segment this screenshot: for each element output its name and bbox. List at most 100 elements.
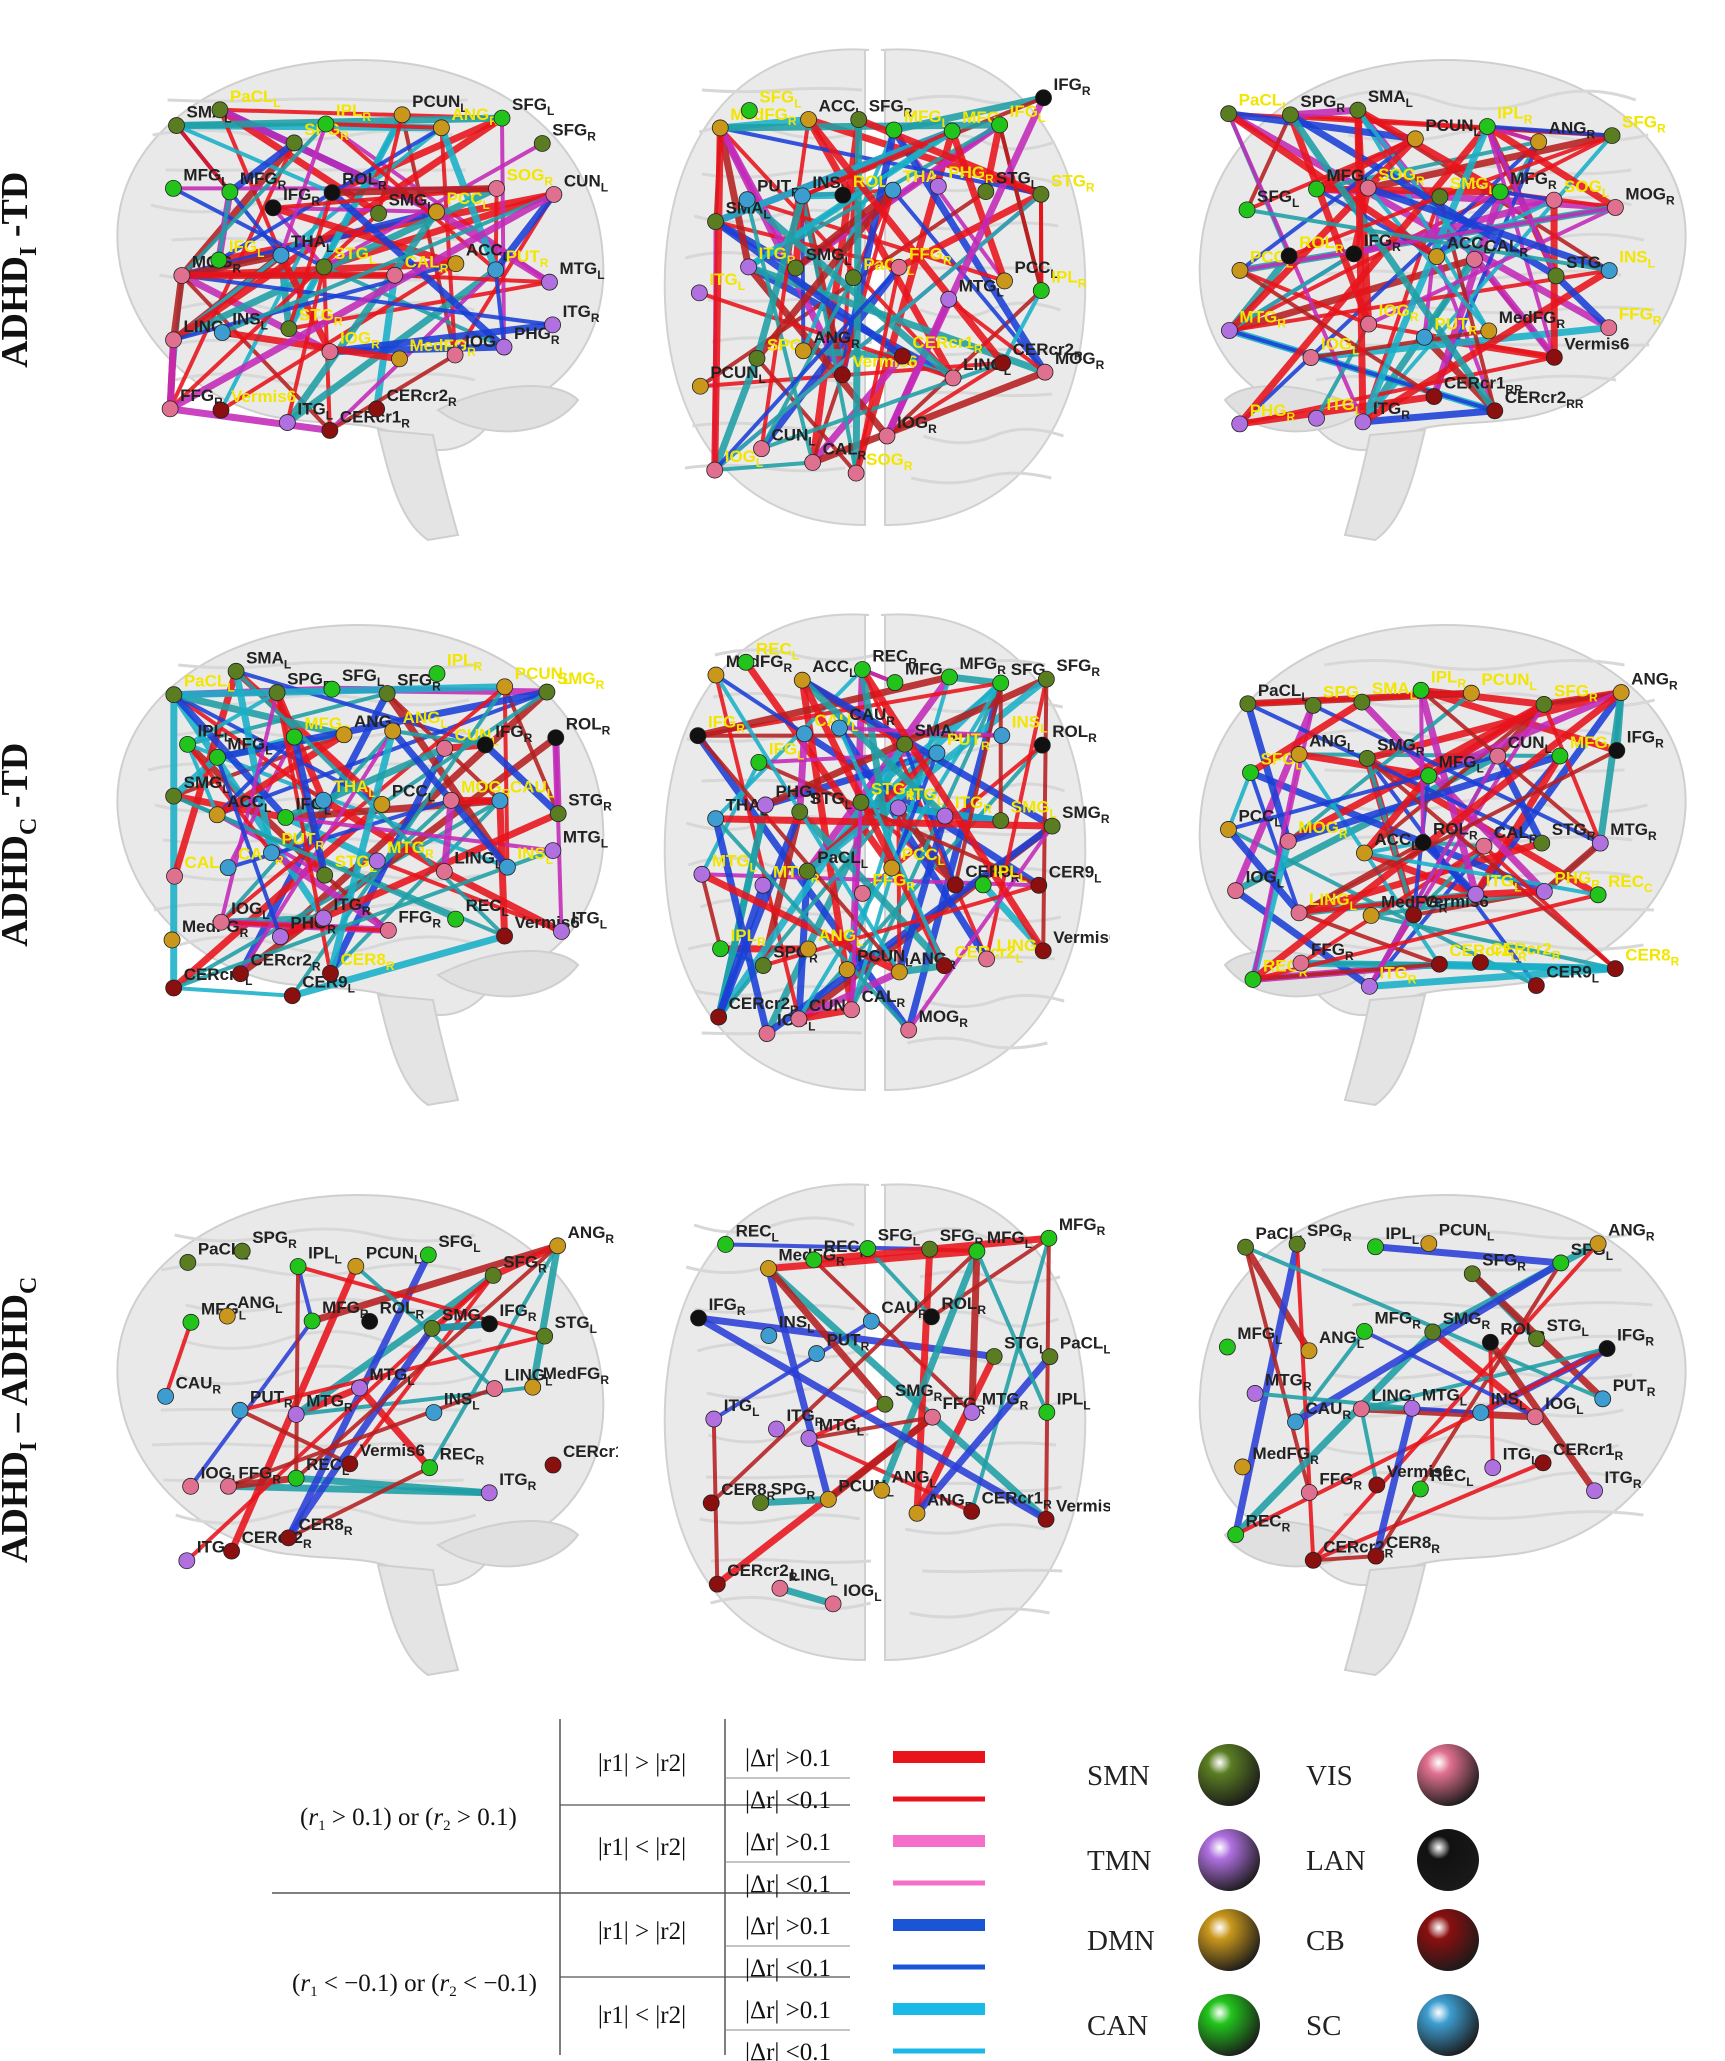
node-rolr — [834, 186, 852, 204]
node-sogr — [847, 464, 865, 482]
node-vermis6 — [1034, 942, 1052, 960]
node-pcunl — [820, 1490, 837, 1508]
region-label: STGR — [1051, 171, 1095, 194]
node-angr — [433, 119, 450, 137]
node-mtgr — [287, 1406, 305, 1423]
connection-edge — [906, 824, 1055, 1033]
region-label: STGL — [810, 789, 852, 812]
region-label: PaCLL — [817, 848, 868, 871]
node-spgr — [285, 134, 303, 152]
node-sogr — [1359, 179, 1377, 197]
region-label: INSL — [444, 1389, 480, 1412]
node-medfgr — [524, 1378, 542, 1396]
region-label: MTGR — [387, 838, 434, 861]
connection-edge — [172, 114, 506, 130]
node-pcunl — [1420, 1235, 1438, 1252]
region-label: SPGR — [1300, 92, 1345, 115]
node-mogr — [1036, 363, 1054, 381]
region-label: IFGR — [500, 1301, 537, 1324]
node-spgr — [752, 1494, 770, 1512]
node-ffgr — [161, 400, 179, 418]
connection-edge — [984, 677, 1049, 961]
node-smgr — [1043, 817, 1061, 835]
node-cercr1r — [963, 1502, 981, 1520]
region-label: SOGR — [507, 165, 554, 188]
region-label: SFGR — [552, 120, 596, 143]
region-label: CERcr2R — [387, 386, 457, 409]
connection-edge — [492, 190, 558, 274]
brain-panel-r1-v3: PaCLLSPGRSMALPCUNLIPLRANGRSFGRSFGLMFGLSO… — [1140, 20, 1725, 560]
node-itgr — [480, 1484, 498, 1502]
connection-edge — [219, 729, 395, 925]
connection-edge — [798, 676, 1056, 830]
node-iplr — [712, 940, 729, 958]
region-label: FFGR — [872, 870, 915, 893]
node-accl — [1356, 844, 1373, 862]
region-label: CAUR — [176, 1373, 222, 1396]
node-cer8r — [1606, 960, 1624, 978]
region-label: MTGL — [563, 828, 608, 851]
region-label: CERcr2L — [184, 965, 253, 988]
connection-edge — [219, 684, 507, 925]
node-ifgr — [1608, 742, 1626, 759]
connection-edge — [275, 690, 333, 976]
node-cercr1rr — [1425, 388, 1443, 405]
connection-edge — [776, 1584, 837, 1608]
node-ffgr — [380, 921, 397, 939]
legend-magnitude-label: |Δr| <0.1 — [745, 1955, 831, 1982]
connection-edge — [1533, 1346, 1610, 1419]
region-label: Vermis6 — [1387, 1462, 1452, 1481]
node-mogr — [173, 267, 191, 284]
connection-edge — [1360, 772, 1433, 857]
node-ifgr — [1035, 89, 1052, 107]
connection-edge — [695, 1314, 1050, 1523]
node-ifgr — [1598, 1340, 1616, 1357]
node-sfgl — [493, 109, 511, 127]
connection-edge — [883, 295, 953, 440]
connection-edges — [166, 106, 558, 434]
connection-edge — [1371, 1243, 1565, 1267]
connection-edge — [171, 985, 295, 998]
connection-edge — [1245, 701, 1544, 846]
node-recl — [287, 1469, 305, 1487]
region-label: SFGL — [438, 1232, 480, 1255]
region-label: IFGR — [1364, 231, 1401, 254]
region-label: STGR — [871, 779, 915, 802]
region-label: SFGL — [342, 666, 384, 689]
connection-edge — [1365, 756, 1618, 971]
region-label: ACCL — [1374, 830, 1418, 853]
region-label: IFGR — [283, 185, 320, 208]
connection-edge — [1044, 1236, 1051, 1522]
node-ipll — [1038, 1403, 1056, 1421]
node-caur — [219, 859, 237, 877]
node-recr — [853, 661, 871, 678]
legend-network-vis-sphere — [1417, 1744, 1479, 1806]
region-label: SFGR — [869, 97, 913, 120]
region-label: PUTR — [250, 1387, 293, 1410]
connection-edge — [427, 1243, 560, 1470]
region-label: PCUNL — [366, 1243, 422, 1266]
connection-edge — [712, 265, 901, 473]
connection-edge — [712, 192, 1043, 473]
connection-edge — [234, 669, 488, 747]
node-ifgr — [1345, 245, 1363, 263]
node-stgl — [536, 1327, 554, 1345]
node-sfgl — [323, 680, 341, 698]
connection-edge — [284, 1251, 432, 1542]
node-sogr — [488, 180, 505, 197]
region-label: ANGL — [892, 1467, 937, 1490]
node-insl — [1600, 262, 1618, 279]
region-nodes: MedFGRSFGLACCLSFGRMFGLMFGRIFGLIFGRSMALPU… — [690, 75, 1105, 482]
node-stgr — [1547, 267, 1565, 285]
connection-edge — [1373, 1260, 1563, 1559]
connection-edge — [326, 321, 557, 356]
region-label: INSL — [232, 310, 268, 333]
node-smgr — [423, 1319, 441, 1337]
connection-edge — [698, 189, 988, 389]
node-putr — [487, 261, 505, 279]
region-label: ACCL — [1447, 234, 1491, 257]
node-mfgl — [1420, 767, 1438, 785]
region-label: FFGR — [398, 907, 441, 930]
node-medfgr — [1234, 1458, 1251, 1476]
node-stgr — [1533, 834, 1551, 852]
